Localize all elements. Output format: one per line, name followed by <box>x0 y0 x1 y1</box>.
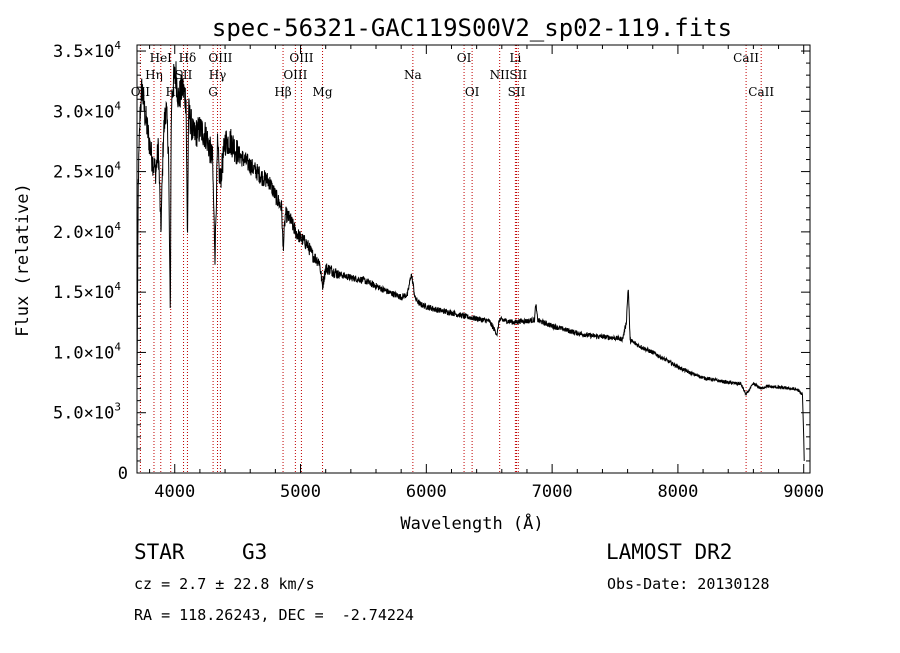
x-tick-label: 9000 <box>783 482 824 502</box>
y-tick-mantissa: 2.0×10 <box>53 223 114 243</box>
x-axis-ticks: 4000 5000 6000 7000 8000 9000 <box>149 45 824 502</box>
y-tick-exponent: 4 <box>114 160 121 173</box>
line-marker-label: Mg <box>313 85 333 99</box>
y-axis-ticks: 05.0×1031.0×1041.5×1042.0×1042.5×1043.0×… <box>53 39 810 484</box>
line-marker-label: Li <box>509 51 521 65</box>
line-marker-label: OIII <box>289 51 313 65</box>
line-marker-label: Hβ <box>274 85 291 99</box>
y-tick-exponent: 4 <box>114 280 121 293</box>
y-tick-mantissa: 3.0×10 <box>53 102 114 122</box>
line-marker-label: OIII <box>283 68 307 82</box>
line-marker-label: OI <box>465 85 480 99</box>
spectrum-line-group <box>136 61 805 461</box>
y-tick-label: 3.0×104 <box>53 99 121 122</box>
y-tick-mantissa: 3.5×10 <box>53 42 114 62</box>
y-tick-label: 5.0×103 <box>53 401 121 424</box>
line-marker-label: CaII <box>733 51 759 65</box>
line-marker-label: SII <box>509 68 527 82</box>
line-marker-label: Hη <box>145 68 163 82</box>
survey-name: LAMOST DR2 <box>606 540 733 564</box>
y-axis-label: Flux (relative) <box>13 183 33 337</box>
y-tick-mantissa: 5.0×10 <box>53 404 114 424</box>
x-tick-label: 7000 <box>532 482 573 502</box>
object-class: STAR <box>134 540 185 564</box>
x-tick-label: 4000 <box>154 482 195 502</box>
y-tick-label: 0 <box>118 464 128 484</box>
y-tick-label: 3.5×104 <box>53 39 121 62</box>
object-subclass: G3 <box>242 540 268 564</box>
line-marker-label: HeI <box>150 51 173 65</box>
redshift-velocity: cz = 2.7 ± 22.8 km/s <box>134 575 315 593</box>
y-tick-exponent: 4 <box>114 340 121 353</box>
line-marker-label: SII <box>175 68 193 82</box>
x-tick-label: 8000 <box>657 482 698 502</box>
line-marker-label: G <box>208 85 218 99</box>
x-axis-label: Wavelength (Å) <box>400 512 543 534</box>
line-marker-label: OIII <box>208 51 232 65</box>
y-tick-mantissa: 0 <box>118 464 128 484</box>
x-tick-label: 5000 <box>280 482 321 502</box>
coordinates: RA = 118.26243, DEC = -2.74224 <box>134 606 414 624</box>
y-tick-exponent: 4 <box>114 220 121 233</box>
spectrum-line <box>136 61 805 461</box>
y-tick-label: 1.5×104 <box>53 280 121 303</box>
line-marker-label: SII <box>508 85 526 99</box>
line-marker-label: Na <box>404 68 422 82</box>
line-marker-label: CaII <box>748 85 774 99</box>
line-marker-label: Hγ <box>209 68 227 82</box>
line-marker-label: OII <box>131 85 151 99</box>
y-tick-label: 1.0×104 <box>53 340 121 363</box>
x-tick-label: 6000 <box>406 482 447 502</box>
line-marker-label: NII <box>490 68 510 82</box>
y-tick-exponent: 4 <box>114 39 121 52</box>
chart-title: spec-56321-GAC119S00V2_sp02-119.fits <box>212 14 732 42</box>
line-markers: OII Hη HeI H Hδ SII OIII Hγ G Hβ OIII OIII Mg Na OI OI N… <box>131 45 774 473</box>
plot-frame <box>136 44 811 474</box>
line-marker-label: H <box>165 85 175 99</box>
y-tick-label: 2.0×104 <box>53 220 121 243</box>
line-marker-label: Hδ <box>179 51 197 65</box>
line-marker-label: OI <box>457 51 472 65</box>
y-tick-label: 2.5×104 <box>53 160 121 183</box>
y-tick-exponent: 3 <box>114 401 121 414</box>
y-tick-mantissa: 1.5×10 <box>53 283 114 303</box>
y-tick-exponent: 4 <box>114 99 121 112</box>
y-tick-mantissa: 1.0×10 <box>53 343 114 363</box>
observation-date: Obs-Date: 20130128 <box>607 575 770 593</box>
y-tick-mantissa: 2.5×10 <box>53 163 114 183</box>
